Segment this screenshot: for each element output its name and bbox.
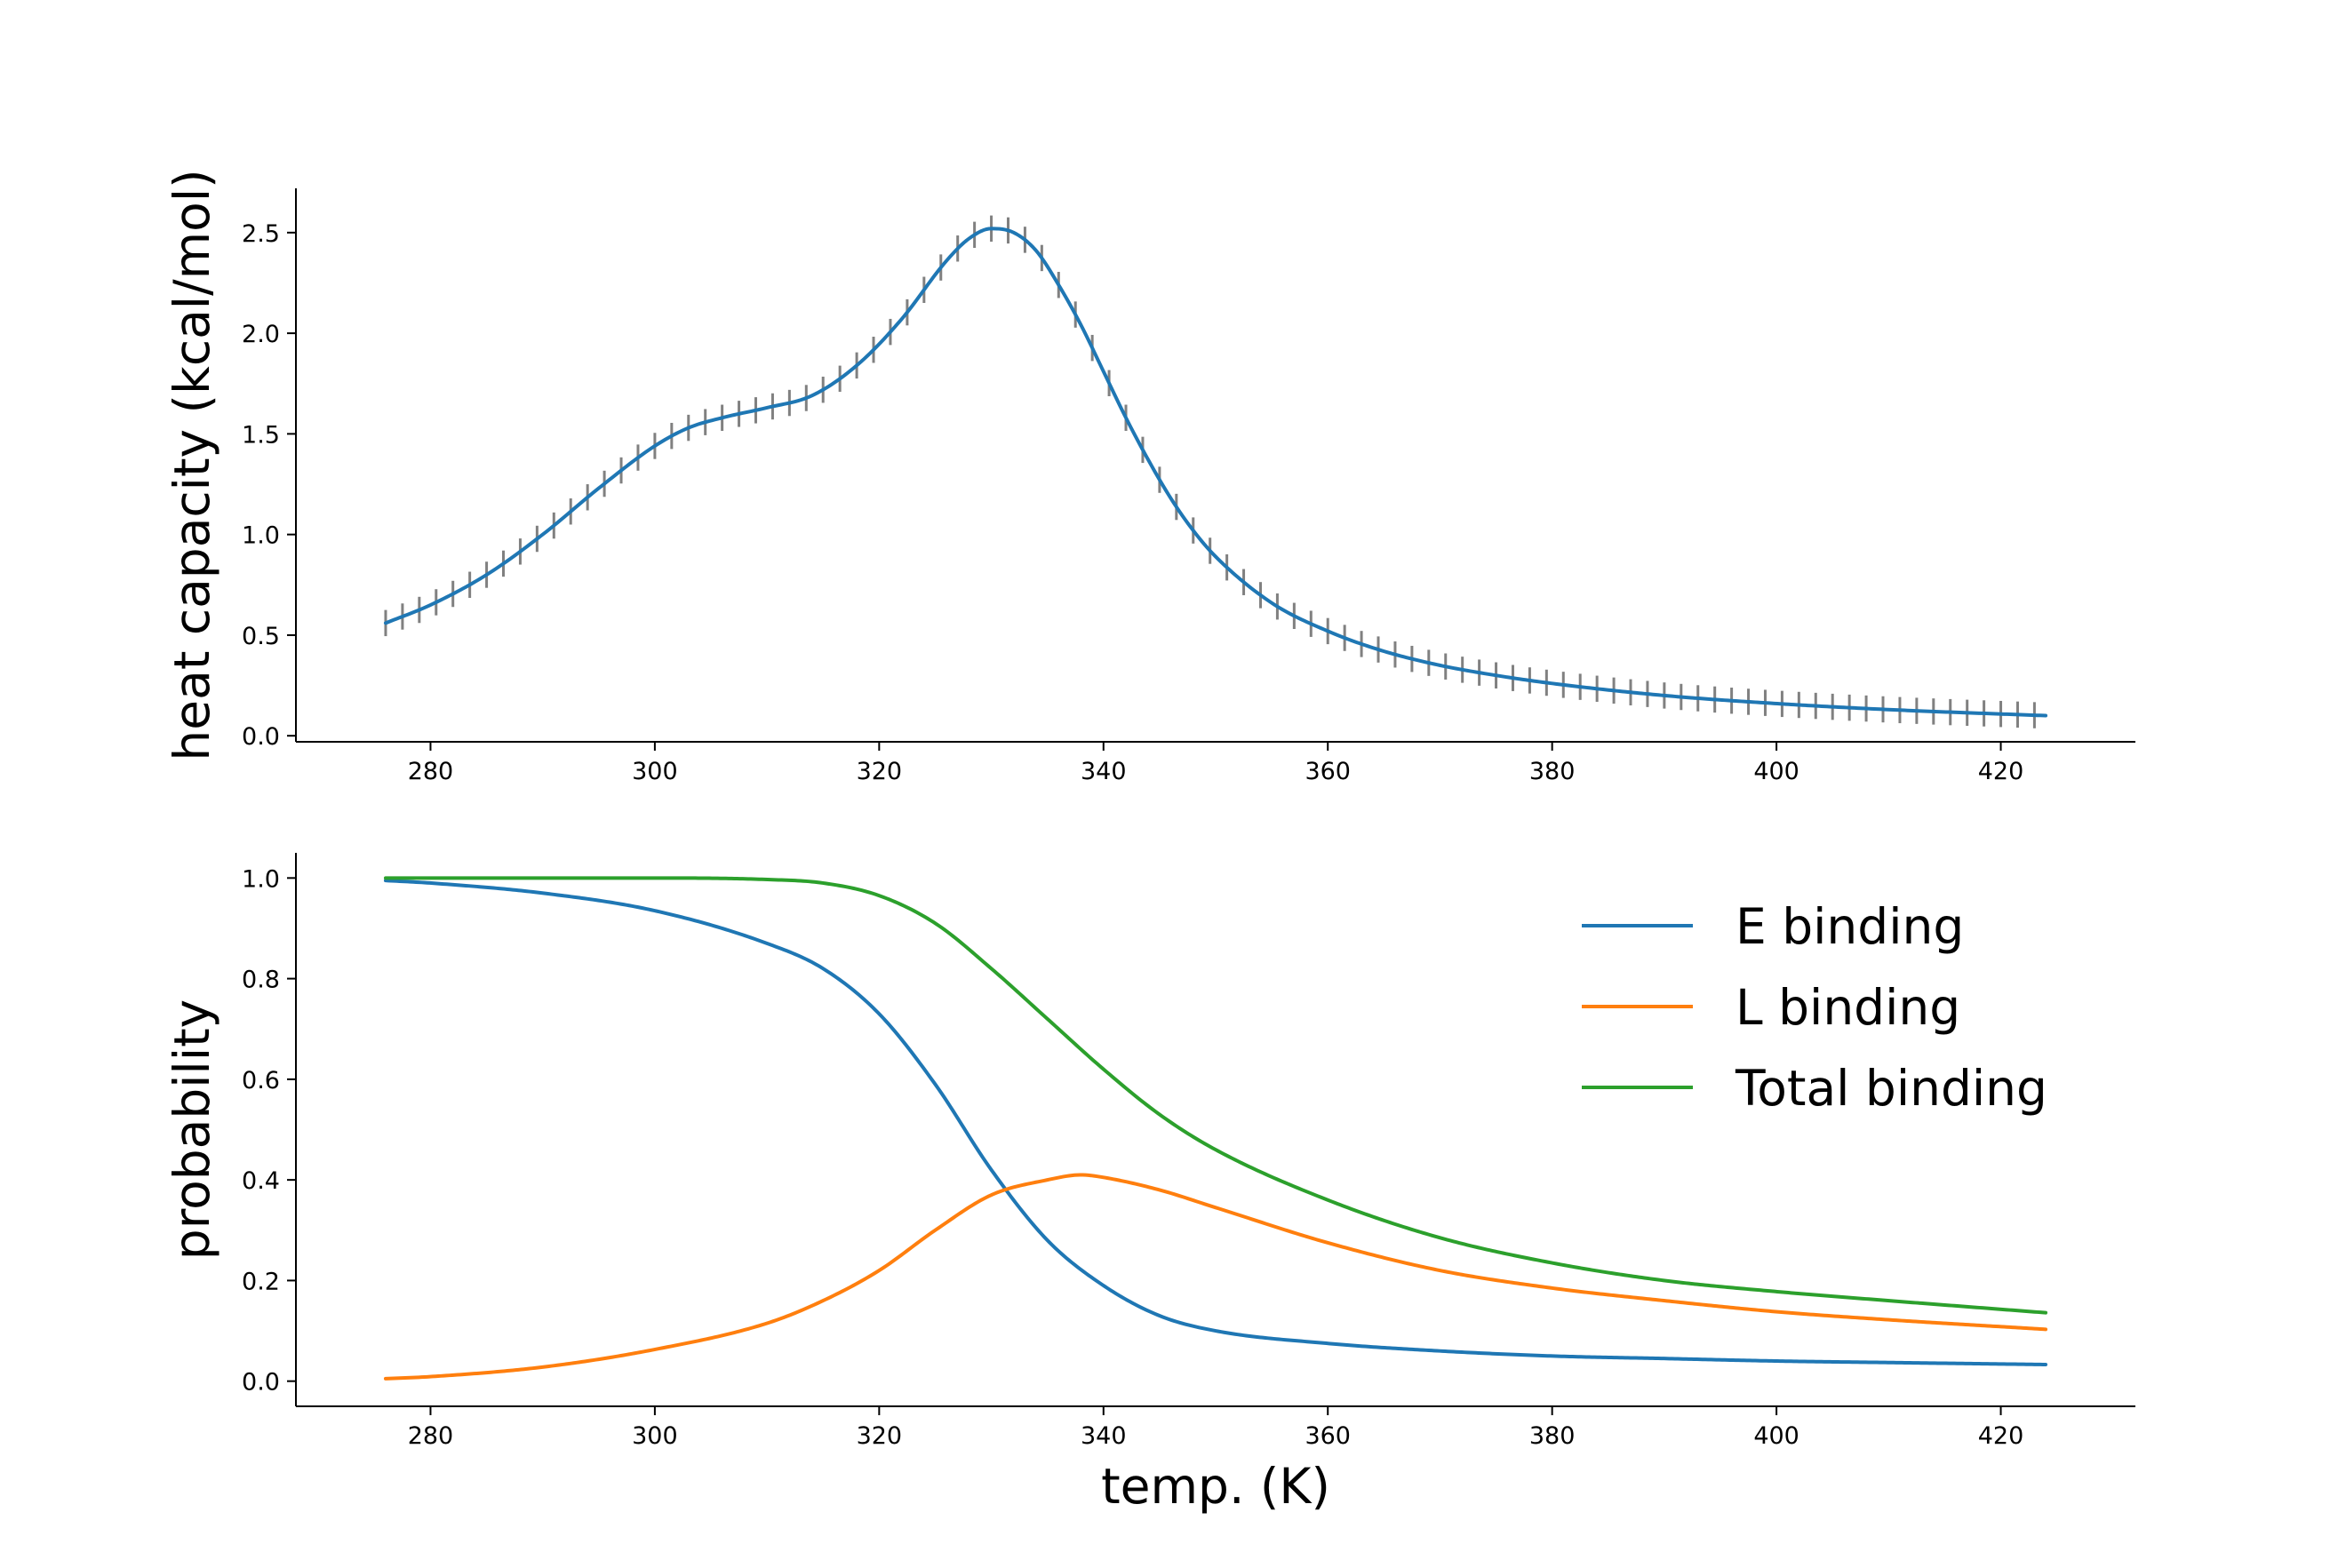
heat-capacity-x-tick-label: 400	[1753, 758, 1799, 785]
legend-entry-e-binding: E binding	[1582, 898, 1964, 955]
probability-y-tick-label: 0.6	[242, 1067, 280, 1094]
e-binding-line	[383, 879, 2048, 1366]
heat-capacity-plot: 280 300 320 340 360 380 400 420 0.0 0.5 1.0 1.5 2.0 2…	[242, 188, 2135, 785]
probability-x-tick-label: 400	[1753, 1422, 1799, 1450]
heat-capacity-x-tick-label: 340	[1081, 758, 1127, 785]
total-binding-line	[383, 876, 2048, 1315]
probability-axes: 280 300 320 340 360 380 400 420 0.0 0.2 0.4 0.6 0.8 1…	[242, 853, 2135, 1450]
heat-capacity-line	[383, 227, 2048, 718]
legend-entry-total-binding: Total binding	[1582, 1060, 2047, 1117]
probability-x-tick-label: 380	[1529, 1422, 1576, 1450]
heat-capacity-axes: 280 300 320 340 360 380 400 420 0.0 0.5 1.0 1.5 2.0 2…	[242, 188, 2135, 785]
legend-label: E binding	[1736, 898, 1964, 955]
heat-capacity-x-tick-label: 420	[1978, 758, 2024, 785]
probability-ylabel: probability	[164, 999, 220, 1260]
heat-capacity-x-tick-label: 380	[1529, 758, 1576, 785]
legend: E binding L binding Total binding	[1582, 898, 2047, 1117]
probability-x-tick-label: 340	[1081, 1422, 1127, 1450]
heat-capacity-y-tick-label: 0.0	[242, 723, 280, 751]
heat-capacity-x-tick-label: 300	[632, 758, 678, 785]
probability-plot: 280 300 320 340 360 380 400 420 0.0 0.2 0.4 0.6 0.8 1…	[242, 853, 2135, 1450]
heat-capacity-y-tick-label: 2.0	[242, 321, 280, 348]
legend-label: Total binding	[1735, 1060, 2047, 1117]
probability-x-tick-label: 300	[632, 1422, 678, 1450]
probability-x-tick-label: 320	[857, 1422, 903, 1450]
temperature-xlabel: temp. (K)	[1101, 1458, 1330, 1515]
legend-label: L binding	[1736, 979, 1960, 1036]
probability-x-tick-label: 360	[1305, 1422, 1351, 1450]
heat-capacity-y-tick-label: 2.5	[242, 220, 280, 248]
heat-capacity-x-tick-label: 320	[857, 758, 903, 785]
heat-capacity-error-bars	[384, 215, 2036, 728]
heat-capacity-y-tick-label: 0.5	[242, 623, 280, 650]
heat-capacity-y-tick-label: 1.0	[242, 522, 280, 550]
legend-entry-l-binding: L binding	[1582, 979, 1960, 1036]
probability-y-tick-label: 0.2	[242, 1268, 280, 1295]
heat-capacity-x-tick-label: 360	[1305, 758, 1351, 785]
l-binding-line	[383, 1173, 2048, 1381]
heat-capacity-ylabel: heat capacity (kcal/mol)	[164, 169, 220, 760]
probability-x-tick-label: 280	[408, 1422, 454, 1450]
probability-y-tick-label: 0.4	[242, 1167, 280, 1195]
probability-y-tick-label: 0.8	[242, 967, 280, 994]
probability-y-tick-label: 1.0	[242, 865, 280, 893]
probability-y-tick-label: 0.0	[242, 1369, 280, 1397]
probability-x-tick-label: 420	[1978, 1422, 2024, 1450]
heat-capacity-x-tick-label: 280	[408, 758, 454, 785]
heat-capacity-y-tick-label: 1.5	[242, 421, 280, 449]
